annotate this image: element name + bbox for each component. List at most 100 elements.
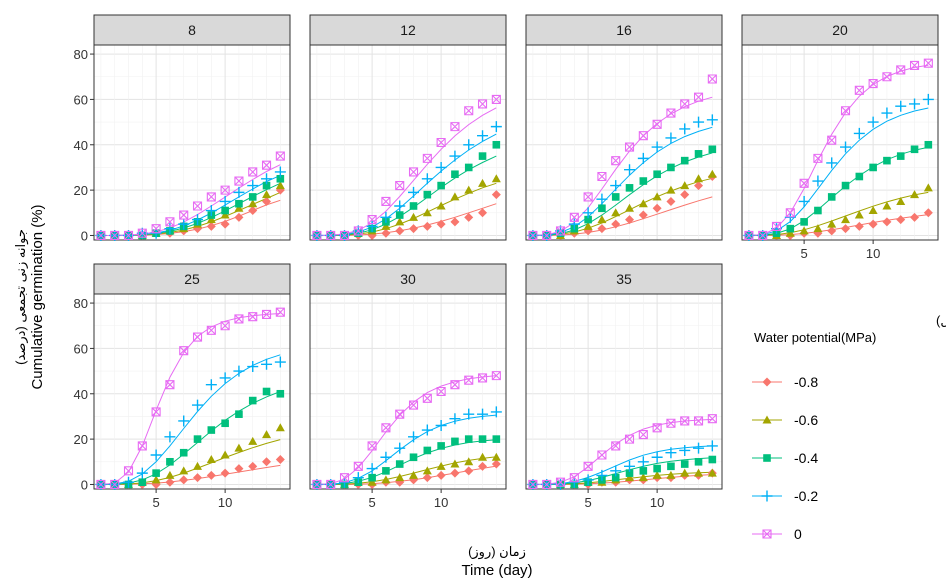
data-point: [896, 196, 906, 205]
data-point: [421, 173, 433, 185]
data-point: [638, 430, 648, 440]
data-point: [478, 178, 488, 187]
data-point: [597, 224, 607, 234]
data-point: [248, 396, 257, 405]
data-point: [123, 466, 134, 476]
data-point: [207, 426, 216, 434]
data-point: [352, 472, 364, 484]
data-point: [477, 373, 488, 383]
facet-label: 20: [832, 22, 848, 38]
x-tick-label: 5: [800, 246, 807, 261]
data-point: [248, 199, 258, 208]
data-point: [220, 210, 230, 219]
data-point: [451, 170, 459, 179]
data-point: [583, 192, 593, 202]
facet-panel: 12: [309, 14, 507, 241]
data-point: [193, 473, 203, 483]
data-point: [569, 473, 579, 483]
legend-label: -0.6: [794, 412, 818, 428]
data-point: [854, 210, 864, 219]
data-point: [193, 435, 202, 443]
data-point: [192, 214, 204, 226]
y-tick-label: 20: [74, 183, 88, 198]
data-point: [665, 132, 677, 144]
data-point: [666, 418, 676, 428]
data-point: [179, 448, 188, 457]
data-point: [624, 434, 635, 444]
data-point: [464, 163, 473, 172]
data-point: [882, 217, 892, 227]
facet-panel: 30 5 10: [309, 263, 507, 510]
data-point: [883, 156, 891, 165]
data-point: [409, 470, 419, 479]
data-point: [450, 217, 460, 227]
data-point: [395, 473, 405, 482]
data-point: [220, 450, 230, 459]
data-point: [450, 468, 460, 478]
data-point: [477, 99, 488, 109]
data-point: [542, 230, 552, 241]
data-point: [625, 469, 634, 477]
y-tick-label: 60: [74, 92, 88, 107]
data-point: [667, 163, 675, 172]
data-point: [165, 217, 175, 227]
facet-strip: [93, 14, 291, 46]
data-point: [221, 419, 229, 428]
data-point: [366, 220, 378, 232]
facet-strip: [525, 14, 723, 46]
data-point: [597, 171, 607, 182]
data-point: [422, 466, 432, 475]
facet-panel: 20 5 10: [741, 14, 939, 261]
facet-label: 35: [616, 271, 632, 287]
data-point: [542, 479, 552, 490]
data-point: [707, 468, 717, 477]
data-point: [235, 410, 243, 418]
data-point: [179, 210, 189, 220]
data-point: [491, 371, 501, 381]
data-point: [422, 221, 432, 231]
data-point: [312, 479, 322, 490]
data-point: [813, 153, 823, 163]
data-point: [555, 477, 566, 487]
data-point: [395, 460, 404, 468]
data-point: [262, 190, 272, 199]
data-point: [582, 207, 594, 219]
legend-key-marker: [762, 377, 772, 387]
data-point: [451, 437, 459, 446]
data-point: [123, 476, 135, 488]
data-point: [234, 443, 244, 452]
panel-border: [93, 293, 291, 490]
facet-strip: [309, 263, 507, 295]
data-point: [96, 479, 106, 490]
data-point: [708, 145, 717, 154]
data-point: [854, 85, 864, 95]
data-point: [910, 145, 919, 154]
data-point: [178, 218, 190, 230]
data-point: [491, 452, 501, 461]
data-point: [179, 466, 189, 475]
data-point: [436, 461, 446, 470]
data-point: [248, 312, 258, 322]
panel-grid: [310, 294, 506, 489]
data-point: [680, 468, 690, 477]
data-point: [528, 479, 538, 490]
data-point: [924, 140, 933, 149]
fitted-curve: [100, 313, 281, 485]
data-point: [706, 440, 718, 452]
data-point: [478, 461, 488, 471]
data-point: [855, 172, 864, 181]
data-point: [694, 468, 704, 477]
data-point: [478, 208, 488, 218]
data-point: [923, 208, 933, 218]
data-point: [408, 186, 420, 198]
data-point: [694, 457, 703, 466]
data-point: [568, 218, 580, 230]
data-point: [395, 217, 405, 226]
data-point: [758, 230, 768, 241]
panel-border: [309, 44, 507, 241]
data-point: [339, 473, 350, 483]
panel-grid: [526, 45, 722, 240]
legend-key-marker: [762, 415, 772, 424]
data-point: [164, 431, 176, 443]
data-point: [881, 107, 893, 119]
